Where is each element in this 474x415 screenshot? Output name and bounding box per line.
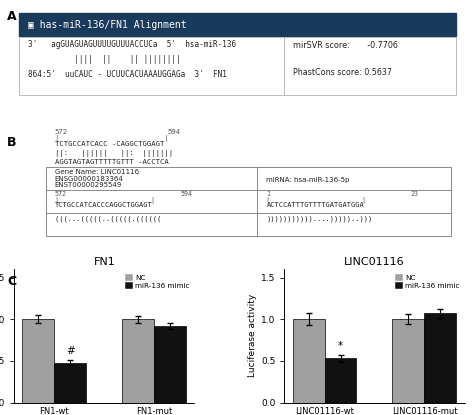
Text: TCTGCCATCACC -CAGGCTGGAGT: TCTGCCATCACC -CAGGCTGGAGT (55, 142, 164, 147)
Text: C: C (7, 275, 16, 288)
Text: 3'   agGUAGUAGUUUUGUUUACCUCa  5'  hsa-miR-136: 3' agGUAGUAGUUUUGUUUACCUCa 5' hsa-miR-13… (27, 39, 236, 49)
Text: #: # (66, 346, 75, 356)
Bar (325, 359, 356, 403)
Bar (22, 319, 55, 403)
Title: LINC01116: LINC01116 (344, 257, 405, 267)
Text: ACTCCATTTGTTTTGATGATGGA: ACTCCATTTGTTTTGATGATGGA (266, 202, 364, 208)
Legend: NC, miR-136 mimic: NC, miR-136 mimic (123, 273, 191, 290)
Text: mirSVR score:       -0.7706: mirSVR score: -0.7706 (293, 41, 398, 50)
Bar (424, 313, 456, 403)
Text: *: * (338, 341, 343, 351)
Title: FN1: FN1 (93, 257, 115, 267)
Text: 594: 594 (167, 129, 181, 135)
Text: B: B (7, 136, 17, 149)
Text: ENSG00000183364: ENSG00000183364 (55, 176, 124, 182)
Text: TCTGCCATCACCCAGGCTGGAGT: TCTGCCATCACCCAGGCTGGAGT (55, 202, 153, 208)
Text: 1: 1 (266, 191, 270, 197)
Text: AGGTAGTAGTTTTTGTTT -ACCTCA: AGGTAGTAGTTTTTGTTT -ACCTCA (55, 159, 168, 165)
Bar (292, 319, 325, 403)
Bar (392, 319, 424, 403)
Text: |                        |: | | (55, 135, 168, 142)
Y-axis label: Luciferase activity: Luciferase activity (248, 294, 257, 378)
Text: ||||  ||    || ||||||||: |||| || || |||||||| (27, 55, 180, 63)
Text: )))))))))))....)))))..))): )))))))))))....)))))..))) (266, 215, 373, 222)
Bar (18, 37, 456, 95)
Text: A: A (7, 10, 17, 23)
Bar (122, 319, 154, 403)
Text: Gene Name: LINC01116: Gene Name: LINC01116 (55, 169, 139, 176)
Text: 864:5'  uuCAUC - UCUUCACUAAAUGGAGa  3'  FN1: 864:5' uuCAUC - UCUUCACUAAAUGGAGa 3' FN1 (27, 70, 227, 78)
Legend: NC, miR-136 mimic: NC, miR-136 mimic (393, 273, 461, 290)
Bar (46, 167, 451, 236)
Text: 572: 572 (55, 191, 67, 197)
Text: ▣ has-miR-136/FN1 Alignment: ▣ has-miR-136/FN1 Alignment (27, 20, 186, 29)
Text: 594: 594 (181, 191, 193, 197)
Bar (55, 363, 86, 403)
Text: 23: 23 (410, 191, 419, 197)
Text: 572: 572 (55, 129, 68, 135)
Bar (18, 13, 456, 36)
Text: |                       |: | | (266, 197, 366, 204)
Text: ENST00000295549: ENST00000295549 (55, 183, 122, 188)
Text: ||:   ||||||   ||:  |||||||: ||: |||||| ||: ||||||| (55, 150, 173, 157)
Text: (((...(((((..(((((.((((((: (((...(((((..(((((.(((((( (55, 215, 170, 222)
Text: PhastCons score: 0.5637: PhastCons score: 0.5637 (293, 68, 392, 77)
Text: |                       |: | | (55, 197, 155, 204)
Text: miRNA: hsa-miR-136-5p: miRNA: hsa-miR-136-5p (266, 177, 350, 183)
Bar (154, 326, 186, 403)
